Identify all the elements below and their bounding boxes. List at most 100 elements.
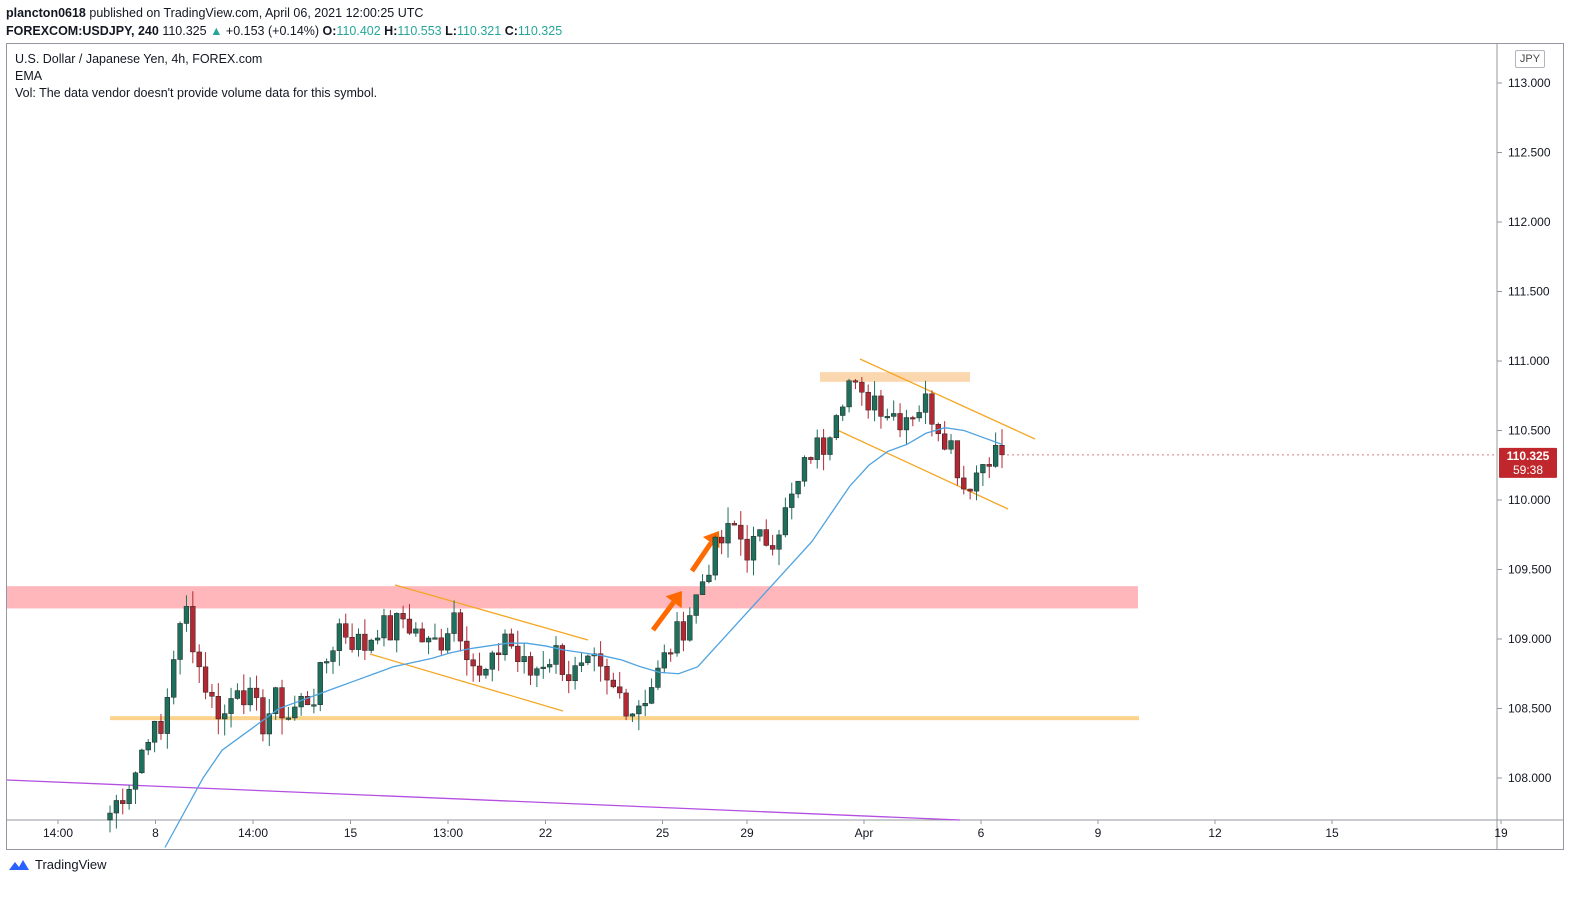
candle-body[interactable] [368, 639, 374, 651]
top-resistance-zone[interactable] [820, 372, 970, 382]
candle-body[interactable] [763, 529, 769, 546]
candle-body[interactable] [317, 662, 323, 705]
candle-body[interactable] [534, 668, 540, 676]
candle-body[interactable] [496, 652, 502, 656]
candle-body[interactable] [725, 523, 731, 544]
candle-body[interactable] [865, 391, 871, 411]
candle-body[interactable] [922, 393, 929, 413]
candle-body[interactable] [311, 704, 317, 707]
candle-body[interactable] [292, 706, 298, 719]
author-name[interactable]: plancton0618 [6, 6, 86, 20]
candle-body[interactable] [948, 440, 954, 450]
candle-body[interactable] [406, 618, 413, 634]
candle-body[interactable] [425, 637, 432, 643]
candle-body[interactable] [986, 464, 992, 467]
volume-indicator-label[interactable]: Vol: The data vendor doesn't provide vol… [15, 86, 378, 100]
candle-body[interactable] [457, 612, 464, 642]
candle-body[interactable] [196, 651, 202, 668]
candle-body[interactable] [623, 692, 629, 717]
candle-body[interactable] [285, 717, 292, 720]
candle-body[interactable] [419, 628, 425, 643]
candle-body[interactable] [323, 661, 330, 664]
candle-body[interactable] [712, 536, 718, 576]
candle-body[interactable] [381, 615, 387, 639]
candle-body[interactable] [483, 669, 489, 676]
candle-body[interactable] [228, 698, 234, 714]
candle-body[interactable] [355, 633, 362, 650]
candle-body[interactable] [266, 713, 272, 735]
candle-body[interactable] [476, 665, 483, 676]
candle-body[interactable] [470, 659, 476, 667]
candle-body[interactable] [891, 413, 897, 417]
candle-body[interactable] [738, 524, 744, 540]
candle-body[interactable] [330, 650, 336, 662]
candle-body[interactable] [413, 628, 419, 634]
candle-body[interactable] [132, 772, 139, 790]
candle-body[interactable] [151, 720, 158, 743]
candle-body[interactable] [706, 574, 712, 582]
candle-body[interactable] [929, 393, 935, 425]
candle-body[interactable] [884, 416, 890, 419]
candle-body[interactable] [260, 697, 266, 735]
candle-body[interactable] [827, 437, 833, 455]
channel-1-lower[interactable] [369, 653, 564, 712]
candle-body[interactable] [750, 535, 757, 561]
candle-body[interactable] [808, 457, 814, 460]
candle-body[interactable] [585, 655, 591, 664]
candle-body[interactable] [776, 534, 782, 550]
candle-body[interactable] [247, 687, 253, 706]
candle-body[interactable] [878, 395, 884, 417]
candle-body[interactable] [629, 713, 636, 717]
candle-body[interactable] [661, 652, 667, 669]
candle-body[interactable] [973, 472, 980, 492]
candle-body[interactable] [680, 621, 687, 641]
candle-body[interactable] [578, 662, 585, 666]
candle-body[interactable] [597, 653, 604, 667]
candle-body[interactable] [202, 666, 209, 693]
chart-frame[interactable] [6, 43, 1564, 850]
candle-body[interactable] [566, 674, 572, 682]
candle-body[interactable] [648, 687, 655, 704]
candle-body[interactable] [942, 433, 948, 450]
candle-body[interactable] [610, 679, 616, 688]
candle-body[interactable] [209, 692, 215, 697]
candle-body[interactable] [508, 633, 515, 647]
candle-body[interactable] [693, 594, 699, 616]
candle-body[interactable] [636, 705, 642, 715]
candle-body[interactable] [521, 656, 527, 662]
candle-body[interactable] [731, 523, 738, 526]
candle-body[interactable] [757, 529, 763, 537]
candle-body[interactable] [279, 687, 285, 719]
long-term-trendline[interactable] [6, 779, 961, 821]
candle-body[interactable] [674, 621, 680, 654]
candle-body[interactable] [343, 623, 349, 638]
candle-body[interactable] [546, 664, 553, 668]
candle-body[interactable] [234, 690, 241, 699]
ema-line[interactable] [164, 427, 1003, 848]
candle-body[interactable] [126, 789, 132, 804]
candle-body[interactable] [445, 633, 451, 651]
currency-badge[interactable]: JPY [1515, 50, 1545, 68]
candle-body[interactable] [253, 687, 260, 698]
candle-body[interactable] [190, 606, 196, 653]
candle-body[interactable] [540, 666, 546, 669]
candle-body[interactable] [394, 613, 400, 641]
channel-1-upper[interactable] [394, 584, 589, 641]
candle-body[interactable] [139, 749, 145, 774]
candle-body[interactable] [177, 623, 183, 660]
candle-body[interactable] [120, 800, 126, 804]
candle-body[interactable] [916, 412, 922, 419]
candle-body[interactable] [833, 415, 839, 438]
candle-body[interactable] [400, 613, 406, 620]
candle-body[interactable] [183, 606, 190, 624]
candle-body[interactable] [846, 380, 852, 408]
breakout-arrow-1-icon[interactable] [650, 591, 682, 632]
candle-body[interactable] [782, 507, 789, 536]
candle-body[interactable] [999, 445, 1005, 456]
candle-body[interactable] [642, 703, 648, 707]
candle-body[interactable] [859, 381, 865, 393]
candle-body[interactable] [362, 633, 368, 651]
candle-body[interactable] [699, 581, 706, 595]
candle-body[interactable] [814, 437, 820, 460]
channel-2-lower[interactable] [834, 428, 1009, 510]
